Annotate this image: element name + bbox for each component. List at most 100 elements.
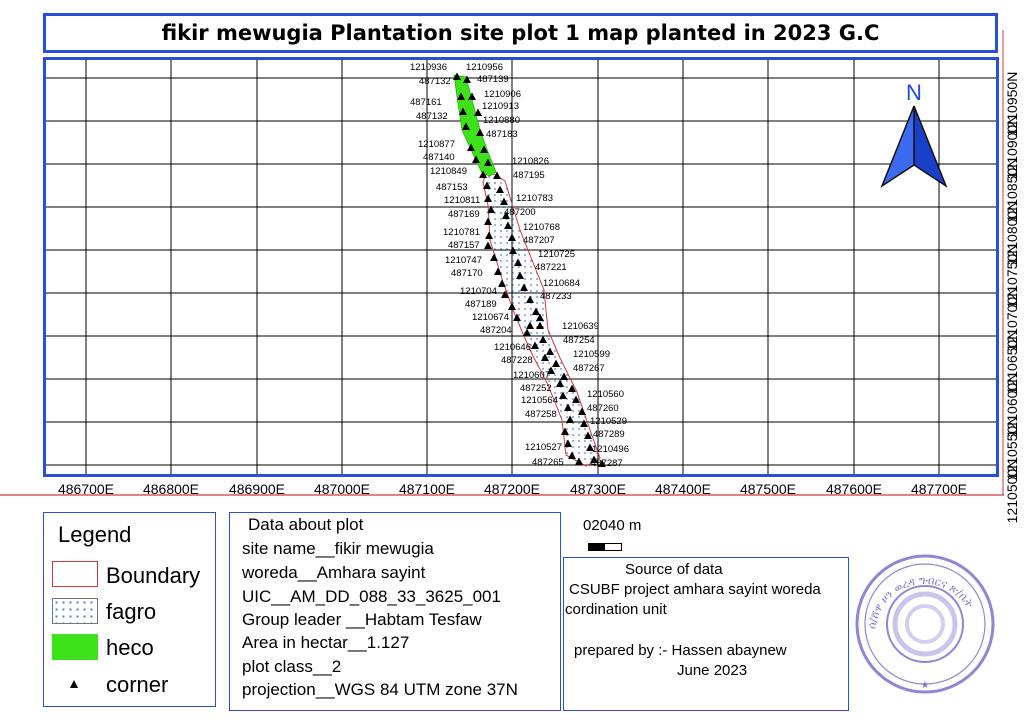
map-title: fikir mewugia Plantation site plot 1 map… bbox=[161, 21, 880, 45]
corner-marker bbox=[485, 231, 493, 239]
boundary-swatch bbox=[52, 561, 98, 587]
x-tick-label: 487200E bbox=[484, 481, 540, 497]
corner-marker bbox=[472, 155, 480, 163]
corner-marker bbox=[509, 246, 517, 254]
x-tick-label: 486700E bbox=[58, 481, 114, 497]
corner-marker bbox=[463, 75, 471, 83]
heco-swatch bbox=[52, 634, 98, 660]
y-tick-labels: 1210500N1210550N1210600N1210650N1210700N… bbox=[1004, 72, 1020, 524]
corner-marker bbox=[480, 145, 488, 153]
corner-marker bbox=[508, 302, 516, 310]
corner-marker bbox=[590, 455, 598, 463]
legend-title: Legend bbox=[58, 522, 132, 547]
north-arrow: N bbox=[880, 80, 948, 188]
x-tick-label: 487000E bbox=[314, 481, 370, 497]
coordinate-label: 1210560 bbox=[587, 389, 624, 400]
coordinate-label: 487260 bbox=[587, 403, 619, 414]
map-grid bbox=[46, 60, 996, 474]
map-frame bbox=[43, 57, 999, 477]
corner-marker bbox=[546, 347, 554, 355]
corner-marker bbox=[483, 181, 491, 189]
official-stamp: ሰ/ሸዋ ዞን ወረዳ ግብርና ጽ/ቤት ★ bbox=[855, 554, 995, 694]
coordinate-label: 1210880 bbox=[483, 115, 520, 126]
coordinate-label: 1210811 bbox=[444, 195, 480, 206]
corner-marker bbox=[536, 313, 544, 321]
coordinate-label: 1210906 bbox=[484, 89, 521, 100]
plot-data-box bbox=[229, 512, 561, 711]
corner-markers bbox=[453, 72, 606, 467]
y-tick-label: 1210850N bbox=[1004, 158, 1020, 223]
coordinate-label: 487132 bbox=[419, 76, 451, 87]
source-heading: Source of data bbox=[625, 561, 723, 578]
coordinate-label: 1210877 bbox=[418, 139, 455, 150]
corner-marker bbox=[536, 321, 544, 329]
corner-marker bbox=[584, 431, 592, 439]
coordinate-label: 487139 bbox=[477, 74, 509, 85]
coordinate-label: 487233 bbox=[540, 291, 572, 302]
map-title-box: fikir mewugia Plantation site plot 1 map… bbox=[43, 13, 998, 53]
corner-marker bbox=[560, 372, 568, 380]
coordinate-label: 487200 bbox=[504, 207, 536, 218]
y-tick-label: 1210600N bbox=[1004, 373, 1020, 438]
y-tick-label: 1210500N bbox=[1004, 459, 1020, 524]
corner-marker bbox=[539, 335, 547, 343]
plot-data-class: plot class__2 bbox=[242, 657, 342, 676]
coordinate-label: 487258 bbox=[525, 409, 557, 420]
corner-marker bbox=[468, 92, 476, 100]
corner-marker bbox=[575, 457, 583, 465]
coordinate-label: 487169 bbox=[448, 209, 480, 220]
coordinate-label: 1210913 bbox=[482, 101, 519, 112]
coordinate-label: 487153 bbox=[436, 182, 468, 193]
fagro-swatch bbox=[52, 598, 98, 624]
corner-marker bbox=[598, 459, 606, 467]
y-tick-label: 1210700N bbox=[1004, 287, 1020, 352]
scale-bar bbox=[588, 543, 622, 551]
x-tick-label: 487300E bbox=[570, 481, 626, 497]
legend-label-fagro: fagro bbox=[106, 599, 157, 624]
corner-marker bbox=[526, 321, 534, 329]
corner-marker bbox=[479, 170, 487, 178]
plot-data-projection: projection__WGS 84 UTM zone 37N bbox=[242, 680, 518, 699]
corner-marker bbox=[498, 279, 506, 287]
y-tick-label: 1210550N bbox=[1004, 416, 1020, 481]
svg-text:★: ★ bbox=[921, 680, 930, 691]
corner-marker bbox=[484, 158, 492, 166]
coordinate-label: 487228 bbox=[501, 355, 533, 366]
corner-marker bbox=[501, 290, 509, 298]
corner-marker bbox=[523, 328, 531, 336]
x-tick-label: 487100E bbox=[399, 481, 455, 497]
coordinate-label: 487267 bbox=[573, 363, 605, 374]
coordinate-label: 1210496 bbox=[592, 444, 629, 455]
coordinate-label: 487207 bbox=[523, 235, 555, 246]
coordinate-label: 487265 bbox=[532, 457, 564, 468]
x-tick-labels: 486700E 486800E 486900E 487000E 487100E 48720… bbox=[58, 481, 967, 497]
corner-marker bbox=[476, 128, 484, 136]
corner-marker bbox=[559, 391, 567, 399]
corner-marker bbox=[487, 205, 495, 213]
coordinate-label: 1210529 bbox=[590, 416, 627, 427]
legend-label-corner: corner bbox=[106, 672, 169, 697]
coordinate-label: 487287 bbox=[591, 458, 623, 469]
x-tick-label: 486900E bbox=[229, 481, 285, 497]
corner-marker bbox=[541, 353, 549, 361]
coordinate-label: 1210956 bbox=[466, 62, 503, 73]
corner-marker bbox=[496, 185, 504, 193]
corner-marker bbox=[586, 443, 594, 451]
corner-marker bbox=[500, 197, 508, 205]
plot-data-site: site name__fikir mewugia bbox=[242, 539, 434, 558]
source-box bbox=[563, 557, 849, 711]
corner-marker bbox=[513, 313, 521, 321]
x-tick-label: 487600E bbox=[826, 481, 882, 497]
corner-marker bbox=[462, 122, 470, 130]
corner-marker bbox=[532, 307, 540, 315]
legend-label-boundary: Boundary bbox=[106, 563, 201, 588]
corner-marker bbox=[566, 415, 574, 423]
prepared-date: June 2023 bbox=[677, 662, 748, 679]
corner-marker bbox=[580, 419, 588, 427]
corner-marker bbox=[459, 107, 467, 115]
coordinate-label: 487132 bbox=[416, 111, 448, 122]
coordinate-label: 487157 bbox=[448, 240, 480, 251]
coordinate-label: 487221 bbox=[535, 262, 567, 273]
